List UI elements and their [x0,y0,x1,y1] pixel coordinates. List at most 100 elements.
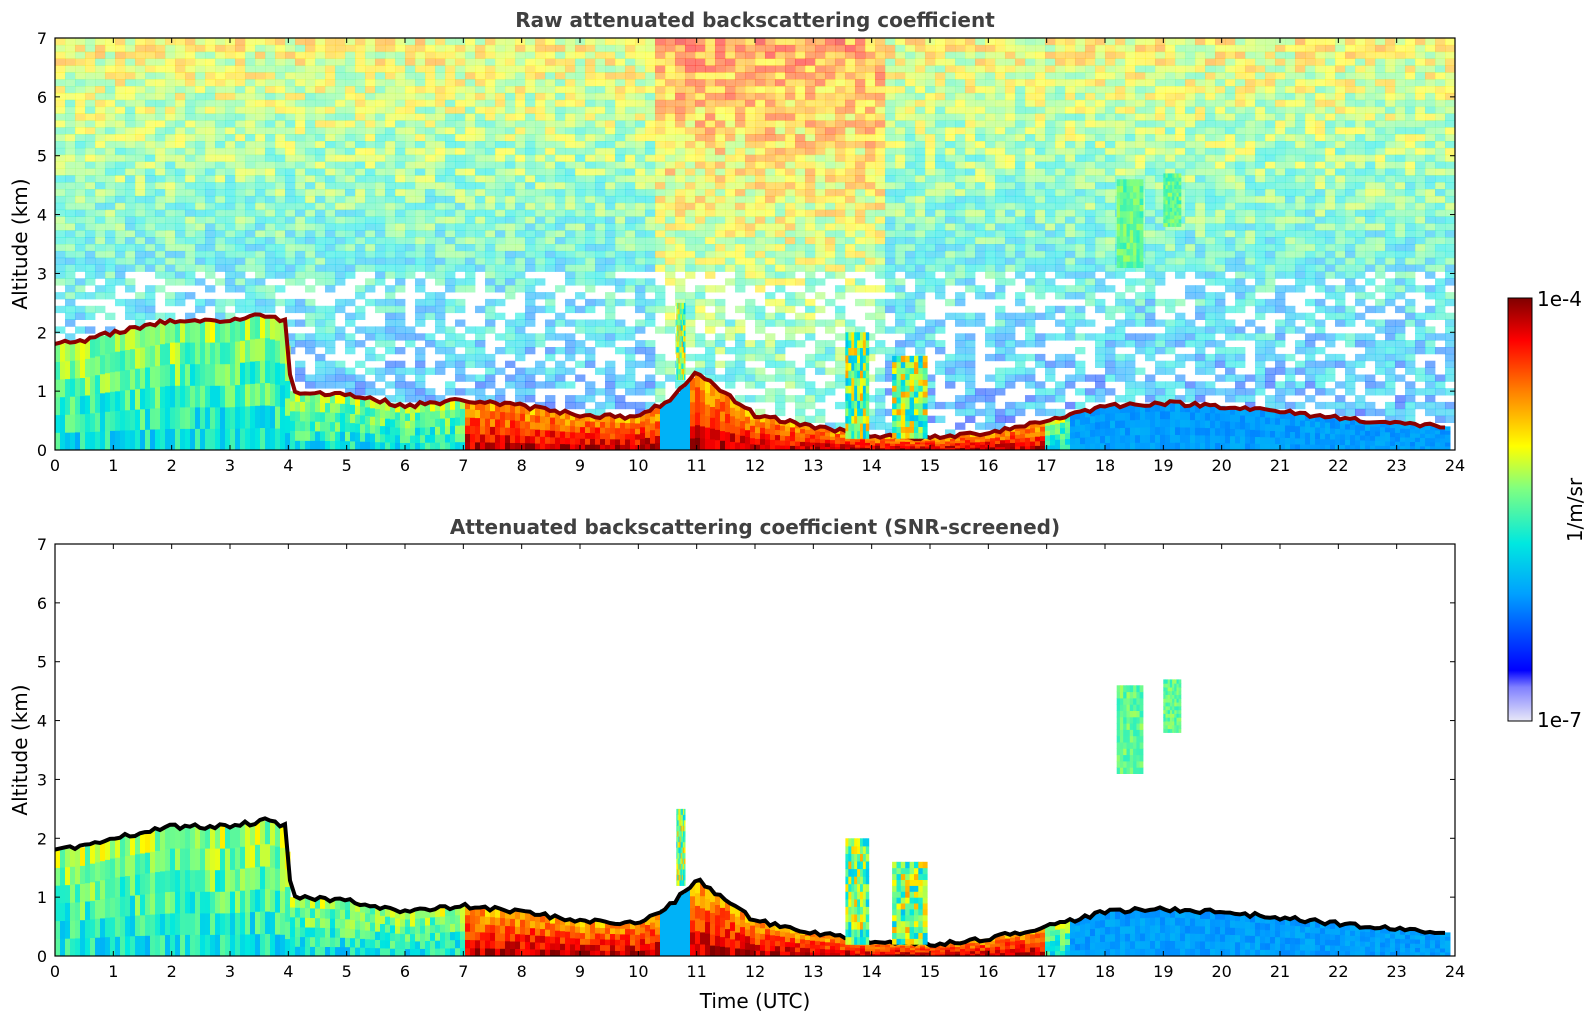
noise-cell [365,65,376,73]
noise-cell [105,44,116,53]
noise-cell [315,312,326,320]
noise-cell [1065,285,1076,293]
noise-cell [395,264,406,272]
noise-cell [415,113,426,121]
noise-cell [965,147,976,156]
noise-cell [985,79,996,87]
noise-cell [115,244,126,252]
noise-cell [915,127,926,135]
noise-cell [785,113,796,121]
noise-cell [625,209,636,217]
noise-cell [1155,141,1166,149]
noise-cell [405,86,416,94]
noise-cell [765,353,776,362]
noise-cell [725,333,736,341]
noise-cell [315,271,326,279]
noise-cell [355,44,366,53]
noise-cell [255,175,266,183]
noise-cell [305,237,316,245]
noise-cell [895,51,906,59]
noise-cell [865,175,876,183]
noise-cell [245,189,256,197]
noise-cell [575,58,586,66]
noise-cell [345,319,356,327]
noise-cell [745,271,756,279]
noise-cell [55,58,66,66]
noise-cell [125,58,136,66]
noise-cell [595,408,606,417]
noise-cell [985,127,996,135]
noise-cell [265,79,276,87]
noise-cell [545,189,556,197]
noise-cell [175,168,186,176]
noise-cell [625,285,636,293]
noise-cell [995,58,1006,66]
noise-cell [805,319,816,327]
noise-cell [285,216,296,224]
noise-cell [765,360,776,368]
noise-cell [715,244,726,252]
noise-cell [805,395,816,403]
noise-cell [985,422,996,430]
noise-cell [895,326,906,334]
noise-cell [925,319,936,327]
noise-cell [925,326,936,334]
noise-cell [585,216,596,224]
noise-cell [885,175,896,183]
noise-cell [455,182,466,190]
noise-cell [1065,271,1076,279]
noise-cell [385,264,396,272]
noise-cell [725,250,736,259]
noise-cell [1005,244,1016,252]
noise-cell [335,51,346,59]
noise-cell [525,257,536,265]
noise-cell [695,72,706,80]
noise-cell [1075,202,1086,211]
noise-cell [445,99,456,108]
noise-cell [525,106,536,114]
noise-cell [1105,99,1116,108]
noise-cell [495,65,506,73]
noise-cell [1145,271,1156,279]
noise-cell [815,340,826,348]
noise-cell [835,374,846,382]
noise-cell [535,134,546,142]
noise-cell [685,189,696,197]
noise-cell [535,264,546,272]
noise-cell [865,58,876,66]
noise-cell [635,65,646,73]
noise-cell [105,51,116,59]
noise-cell [405,340,416,348]
noise-cell [615,106,626,114]
noise-cell [755,347,766,355]
noise-cell [295,92,306,101]
noise-cell [135,120,146,128]
noise-cell [905,182,916,190]
noise-cell [895,120,906,128]
noise-cell [735,395,746,403]
noise-cell [1065,86,1076,94]
noise-cell [235,134,246,142]
noise-cell [125,312,136,320]
noise-cell [665,367,676,375]
noise-cell [795,216,806,224]
noise-cell [195,99,206,108]
noise-cell [275,79,286,87]
noise-cell [215,298,226,307]
noise-cell [395,120,406,128]
noise-cell [1135,367,1146,375]
noise-cell [875,168,886,176]
noise-cell [585,44,596,53]
noise-cell [225,44,236,53]
noise-cell [805,161,816,169]
noise-cell [325,86,336,94]
noise-cell [185,168,196,176]
noise-cell [1155,127,1166,135]
noise-cell [1115,175,1126,183]
noise-cell [865,195,876,204]
noise-cell [965,237,976,245]
noise-cell [585,271,596,279]
noise-cell [285,134,296,142]
noise-cell [835,305,846,314]
noise-cell [195,168,206,176]
